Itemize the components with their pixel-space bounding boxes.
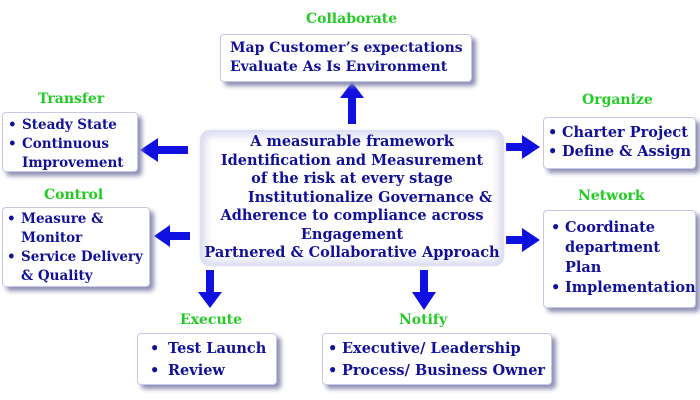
transfer-item: Continuous: [22, 136, 109, 152]
center-line: Identification and Measurement: [220, 151, 484, 169]
organize-title: Organize: [582, 92, 653, 108]
transfer-item: Improvement: [22, 155, 124, 171]
network-box: • Coordinate department Plan • Implementat…: [543, 210, 696, 308]
network-item: Plan: [565, 259, 602, 276]
collaborate-line: Map Customer’s expectations: [230, 40, 463, 56]
arrow-right-network: [506, 228, 540, 252]
execute-title: Execute: [180, 312, 243, 328]
center-line: A measurable framework: [250, 133, 454, 150]
bullet-icon: •: [548, 143, 558, 160]
bullet-icon: •: [328, 340, 338, 357]
arrow-left-transfer: [140, 138, 188, 162]
center-line: of the risk at every stage: [251, 170, 453, 187]
center-line: Adherence to compliance across: [220, 207, 484, 224]
arrow-left-control: [154, 225, 190, 247]
network-title: Network: [578, 188, 645, 204]
bullet-icon: •: [551, 219, 561, 236]
notify-item: Process/ Business Owner: [342, 362, 546, 379]
bullet-icon: •: [548, 124, 558, 141]
center-line: Partnered & Collaborative Approach: [204, 244, 500, 261]
network-item: department: [565, 239, 661, 256]
collaborate-line: Evaluate As Is Environment: [230, 59, 448, 75]
notify-title: Notify: [399, 312, 448, 328]
control-item: Monitor: [21, 230, 83, 246]
central-framework-box: A measurable framework Identification an…: [200, 130, 504, 266]
control-item: Service Delivery: [21, 249, 143, 265]
transfer-box: • Steady State • Continuous Improvement: [2, 112, 138, 172]
collaborate-box: Map Customer’s expectations Evaluate As …: [220, 34, 472, 82]
organize-item: Charter Project: [562, 124, 688, 141]
collaborate-title: Collaborate: [306, 11, 398, 27]
organize-box: • Charter Project • Define & Assign: [543, 117, 696, 169]
control-title: Control: [44, 187, 104, 203]
center-line: Engagement: [300, 225, 404, 243]
bullet-icon: •: [7, 211, 16, 227]
transfer-title: Transfer: [38, 91, 105, 107]
arrow-down-notify: [412, 270, 436, 310]
center-line: Institutionalize Governance &: [247, 188, 493, 206]
bullet-icon: •: [8, 136, 17, 152]
bullet-icon: •: [150, 362, 160, 379]
bullet-icon: •: [8, 117, 17, 133]
arrow-right-organize: [506, 135, 540, 159]
control-item: & Quality: [21, 268, 93, 284]
organize-item: Define & Assign: [562, 143, 692, 160]
execute-box: • Test Launch • Review: [137, 333, 277, 385]
notify-item: Executive/ Leadership: [342, 340, 521, 357]
bullet-icon: •: [551, 279, 561, 296]
execute-item: Test Launch: [168, 340, 267, 357]
network-item: Implementation: [565, 279, 696, 296]
transfer-item: Steady State: [22, 117, 117, 133]
arrow-up-collaborate: [340, 82, 364, 124]
notify-box: • Executive/ Leadership • Process/ Busines…: [322, 333, 552, 385]
bullet-icon: •: [328, 362, 338, 379]
control-item: Measure &: [21, 211, 104, 227]
arrow-down-execute: [198, 270, 222, 308]
control-box: • Measure & Monitor • Service Delivery & Q…: [2, 207, 150, 287]
network-item: Coordinate: [565, 219, 656, 236]
bullet-icon: •: [150, 340, 160, 357]
execute-item: Review: [168, 362, 225, 379]
bullet-icon: •: [7, 249, 16, 265]
